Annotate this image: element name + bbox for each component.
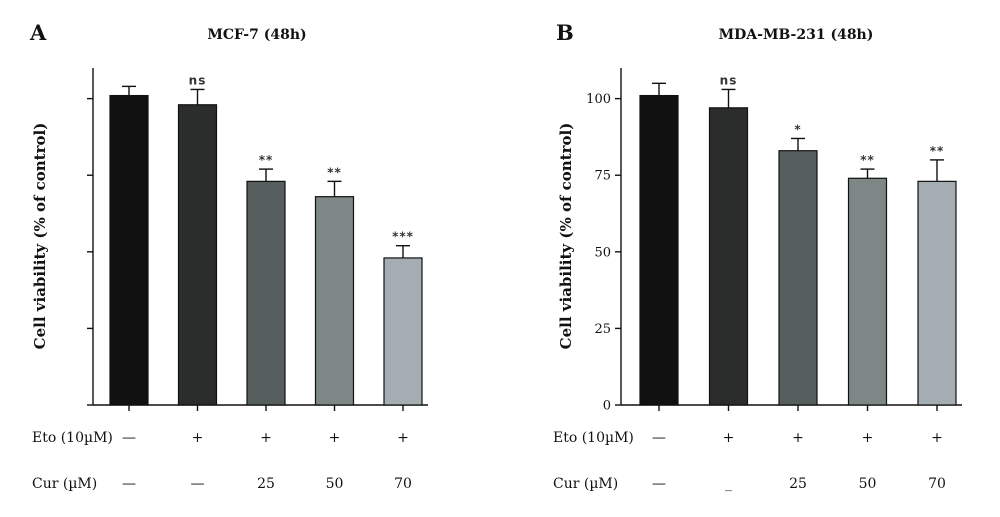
bar bbox=[177, 104, 218, 406]
condition-cell: — bbox=[191, 476, 205, 492]
significance-label: *** bbox=[392, 230, 414, 244]
condition-cell: + bbox=[397, 430, 409, 446]
condition-cell: 70 bbox=[928, 476, 946, 492]
condition-cell: — bbox=[122, 430, 136, 446]
y-axis-label: Cell viability (% of control) bbox=[557, 123, 575, 350]
chart-title: MCF-7 (48h) bbox=[207, 27, 306, 43]
row-label-cur: Cur (µM) bbox=[32, 476, 97, 492]
condition-cell: 70 bbox=[394, 476, 412, 492]
y-tick-label: 100 bbox=[586, 92, 611, 107]
panel-b-chart: B MDA-MB-231 (48h) Cell viability (% of … bbox=[553, 20, 962, 492]
y-tick-label: 75 bbox=[594, 169, 611, 184]
condition-cell: + bbox=[862, 430, 874, 446]
condition-cell: 25 bbox=[257, 476, 275, 492]
bar bbox=[314, 196, 355, 406]
significance-label: ns bbox=[189, 73, 207, 87]
y-tick-label: 25 bbox=[594, 322, 611, 337]
significance-label: ** bbox=[860, 153, 875, 167]
bar bbox=[639, 94, 679, 406]
y-tick-label: 50 bbox=[594, 245, 611, 260]
condition-cell: + bbox=[260, 430, 272, 446]
condition-cell: 25 bbox=[789, 476, 807, 492]
condition-cell: — bbox=[652, 476, 666, 492]
significance-label: ** bbox=[327, 165, 342, 179]
y-axis-label: Cell viability (% of control) bbox=[31, 123, 49, 350]
row-label-eto: Eto (10µM) bbox=[553, 430, 634, 446]
bar bbox=[917, 180, 957, 406]
significance-label: ** bbox=[930, 144, 945, 158]
bar bbox=[246, 180, 286, 406]
significance-label: ns bbox=[720, 73, 738, 87]
chart-title: MDA-MB-231 (48h) bbox=[719, 27, 874, 43]
row-label-cur: Cur (µM) bbox=[553, 476, 618, 492]
bar bbox=[847, 177, 888, 406]
significance-label: * bbox=[794, 122, 801, 136]
condition-cell: — bbox=[652, 430, 666, 446]
condition-cell: + bbox=[792, 430, 804, 446]
row-label-eto: Eto (10µM) bbox=[32, 430, 113, 446]
bar bbox=[109, 94, 149, 406]
condition-cell: 50 bbox=[326, 476, 344, 492]
condition-cell: + bbox=[192, 430, 204, 446]
condition-cell: 50 bbox=[859, 476, 877, 492]
bar bbox=[778, 150, 818, 406]
condition-cell: + bbox=[329, 430, 341, 446]
panel-letter: B bbox=[556, 20, 574, 45]
condition-cell: — bbox=[122, 476, 136, 492]
bar bbox=[383, 257, 423, 406]
condition-cell: _ bbox=[725, 476, 732, 492]
y-tick-label: 0 bbox=[603, 399, 611, 414]
significance-label: ** bbox=[259, 153, 274, 167]
condition-cell: + bbox=[723, 430, 735, 446]
condition-cell: + bbox=[931, 430, 943, 446]
panel-a-chart: A MCF-7 (48h) Cell viability (% of contr… bbox=[29, 20, 428, 492]
panel-letter: A bbox=[29, 20, 47, 45]
bar bbox=[708, 107, 749, 406]
